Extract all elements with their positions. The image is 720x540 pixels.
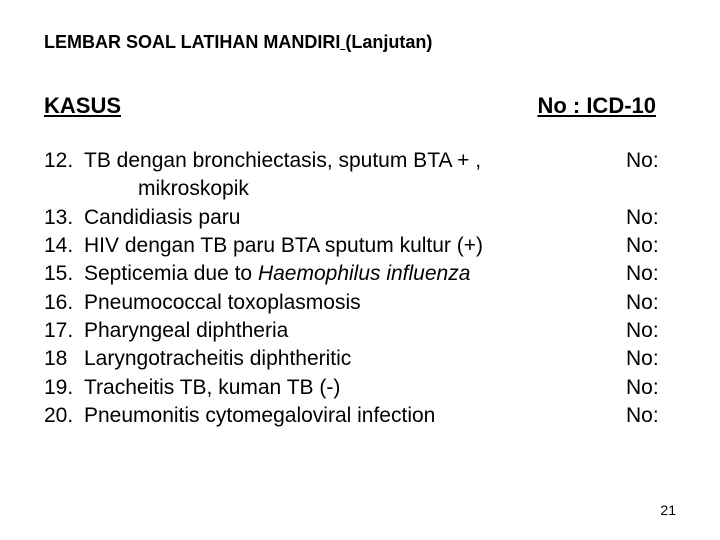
item-number: 18	[44, 345, 84, 373]
item-text: Candidiasis paru	[84, 204, 586, 232]
item-text: Pneumonitis cytomegaloviral infection	[84, 402, 586, 430]
list-item: 18 Laryngotracheitis diphtheritic No:	[44, 345, 676, 373]
item-left: 13. Candidiasis paru	[44, 204, 626, 232]
page-number: 21	[660, 502, 676, 518]
item-text: TB dengan bronchiectasis, sputum BTA + ,	[84, 147, 586, 175]
list-item: 12. TB dengan bronchiectasis, sputum BTA…	[44, 147, 676, 175]
item-number: 16.	[44, 289, 84, 317]
list-item-continuation: mikroskopik	[44, 175, 676, 203]
item-left: 14. HIV dengan TB paru BTA sputum kultur…	[44, 232, 626, 260]
item-no-label: No:	[626, 374, 676, 402]
list-item: 20. Pneumonitis cytomegaloviral infectio…	[44, 402, 676, 430]
item-text: HIV dengan TB paru BTA sputum kultur (+)	[84, 232, 586, 260]
item-left: 16. Pneumococcal toxoplasmosis	[44, 289, 626, 317]
list-item: 15. Septicemia due to Haemophilus influe…	[44, 260, 676, 288]
item-number: 13.	[44, 204, 84, 232]
header-icd10: No : ICD-10	[537, 93, 656, 119]
item-number: 19.	[44, 374, 84, 402]
item-no-label: No:	[626, 345, 676, 373]
item-left: 19. Tracheitis TB, kuman TB (-)	[44, 374, 626, 402]
item-text: Laryngotracheitis diphtheritic	[84, 345, 586, 373]
column-header-row: KASUS No : ICD-10	[44, 93, 676, 119]
item-number: 17.	[44, 317, 84, 345]
item-text: Septicemia due to Haemophilus influenza	[84, 260, 586, 288]
item-number: 15.	[44, 260, 84, 288]
header-kasus: KASUS	[44, 93, 121, 119]
list-item: 16. Pneumococcal toxoplasmosis No:	[44, 289, 676, 317]
item-no-label: No:	[626, 289, 676, 317]
item-no-label: No:	[626, 204, 676, 232]
item-text-italic: Haemophilus influenza	[258, 262, 470, 285]
item-number: 12.	[44, 147, 84, 175]
items-container: 12. TB dengan bronchiectasis, sputum BTA…	[44, 147, 676, 430]
item-no-label: No:	[626, 147, 676, 175]
list-item: 13. Candidiasis paru No:	[44, 204, 676, 232]
item-left: mikroskopik	[44, 175, 626, 203]
item-text-plain: Septicemia due to	[84, 262, 258, 285]
slide-title: LEMBAR SOAL LATIHAN MANDIRI (Lanjutan)	[44, 32, 676, 53]
item-text: Pneumococcal toxoplasmosis	[84, 289, 586, 317]
title-suffix: (Lanjutan)	[345, 32, 432, 52]
list-item: 19. Tracheitis TB, kuman TB (-) No:	[44, 374, 676, 402]
list-item: 17. Pharyngeal diphtheria No:	[44, 317, 676, 345]
item-left: 17. Pharyngeal diphtheria	[44, 317, 626, 345]
item-no-label: No:	[626, 402, 676, 430]
item-left: 15. Septicemia due to Haemophilus influe…	[44, 260, 626, 288]
item-number: 20.	[44, 402, 84, 430]
item-number: 14.	[44, 232, 84, 260]
list-item: 14. HIV dengan TB paru BTA sputum kultur…	[44, 232, 676, 260]
item-no-label: No:	[626, 317, 676, 345]
item-left: 20. Pneumonitis cytomegaloviral infectio…	[44, 402, 626, 430]
item-text-cont: mikroskopik	[84, 175, 586, 203]
item-text: Tracheitis TB, kuman TB (-)	[84, 374, 586, 402]
item-left: 18 Laryngotracheitis diphtheritic	[44, 345, 626, 373]
item-no-label: No:	[626, 232, 676, 260]
item-no-label: No:	[626, 260, 676, 288]
item-left: 12. TB dengan bronchiectasis, sputum BTA…	[44, 147, 626, 175]
item-number-blank	[44, 175, 84, 203]
title-main: LEMBAR SOAL LATIHAN MANDIRI	[44, 32, 340, 52]
item-text: Pharyngeal diphtheria	[84, 317, 586, 345]
